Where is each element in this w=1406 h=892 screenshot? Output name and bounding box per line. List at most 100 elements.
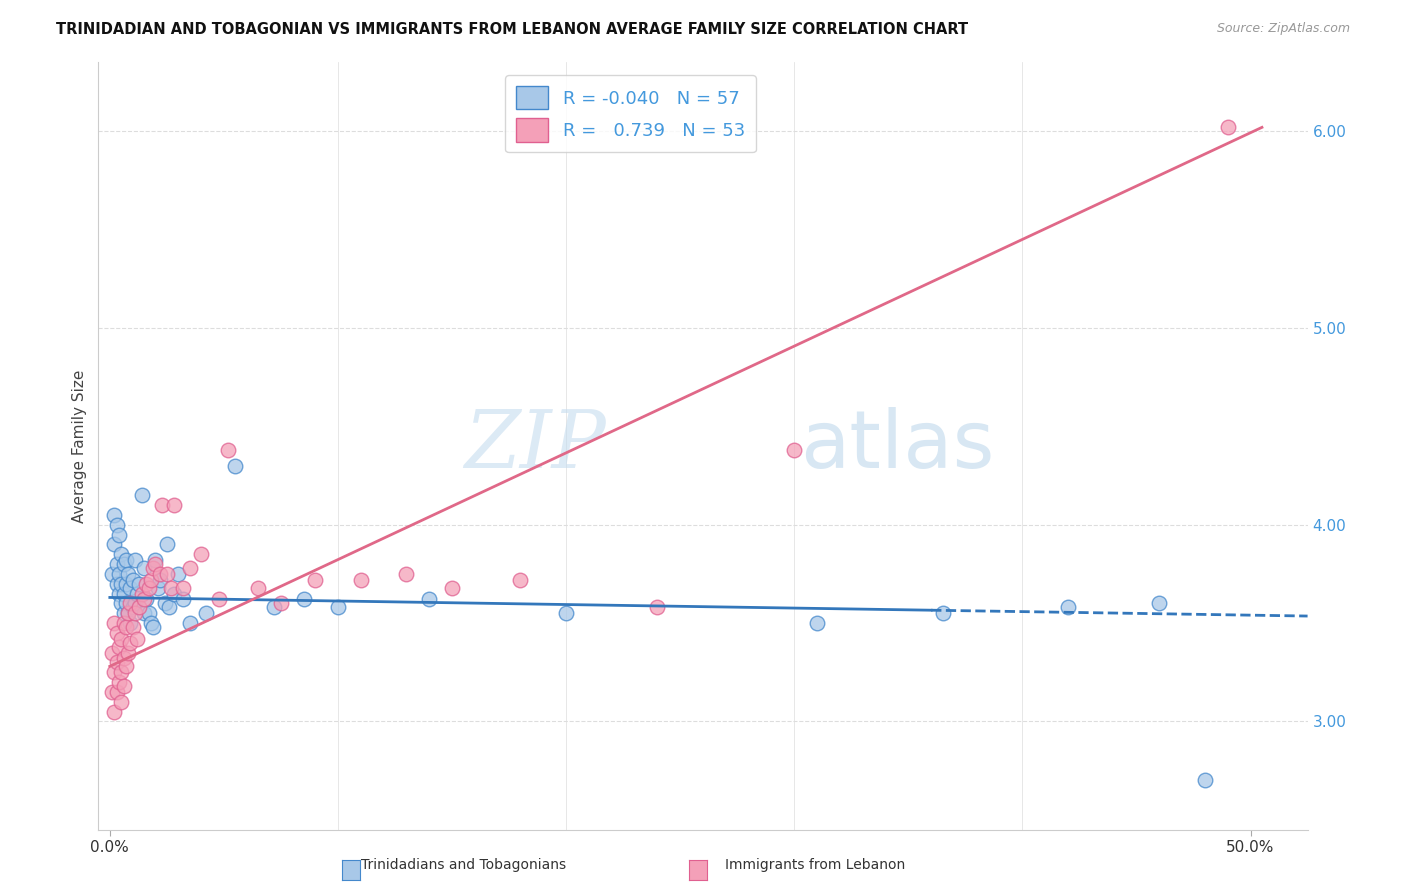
Point bbox=[110, 596, 132, 610]
Point bbox=[163, 498, 186, 512]
Point bbox=[149, 566, 172, 581]
Point bbox=[139, 615, 162, 630]
Point bbox=[105, 576, 128, 591]
Point bbox=[112, 557, 135, 571]
Point bbox=[783, 442, 806, 457]
Point bbox=[110, 665, 132, 680]
Point bbox=[145, 557, 167, 571]
Point bbox=[163, 586, 186, 600]
Point bbox=[156, 566, 179, 581]
Y-axis label: Average Family Size: Average Family Size bbox=[72, 369, 87, 523]
Point bbox=[114, 596, 136, 610]
Point bbox=[1149, 596, 1171, 610]
Point bbox=[103, 508, 125, 522]
Point bbox=[132, 561, 155, 575]
Legend: R = -0.040   N = 57, R =   0.739   N = 53: R = -0.040 N = 57, R = 0.739 N = 53 bbox=[505, 75, 756, 153]
Point bbox=[108, 586, 131, 600]
Text: Immigrants from Lebanon: Immigrants from Lebanon bbox=[725, 858, 905, 872]
Point bbox=[157, 600, 180, 615]
Point bbox=[105, 685, 128, 699]
Point bbox=[395, 566, 418, 581]
Point bbox=[114, 553, 136, 567]
Point bbox=[292, 592, 315, 607]
Point bbox=[131, 586, 153, 600]
Point bbox=[103, 705, 125, 719]
Point bbox=[120, 615, 142, 630]
Point bbox=[509, 573, 531, 587]
Point bbox=[1216, 120, 1239, 135]
Point bbox=[145, 553, 167, 567]
Point bbox=[120, 581, 142, 595]
Point bbox=[247, 581, 270, 595]
Point bbox=[117, 606, 139, 620]
Point bbox=[117, 566, 139, 581]
Point bbox=[179, 561, 201, 575]
Point bbox=[105, 557, 128, 571]
Point bbox=[135, 576, 157, 591]
Point bbox=[108, 566, 131, 581]
Point bbox=[146, 581, 169, 595]
Point bbox=[179, 615, 201, 630]
Point bbox=[121, 620, 143, 634]
Point bbox=[114, 576, 136, 591]
Point bbox=[217, 442, 239, 457]
Point bbox=[304, 573, 326, 587]
Text: Trinidadians and Tobagonians: Trinidadians and Tobagonians bbox=[361, 858, 567, 872]
Point bbox=[128, 576, 150, 591]
Point bbox=[124, 606, 146, 620]
Point bbox=[110, 632, 132, 646]
Point bbox=[132, 592, 155, 607]
Point bbox=[172, 592, 194, 607]
Point bbox=[555, 606, 578, 620]
Point bbox=[127, 586, 149, 600]
Point bbox=[150, 498, 173, 512]
Point bbox=[101, 646, 124, 660]
Point bbox=[1194, 773, 1216, 788]
Point bbox=[120, 596, 142, 610]
Point bbox=[167, 566, 190, 581]
Point bbox=[190, 547, 212, 561]
Point bbox=[139, 573, 162, 587]
Point bbox=[110, 695, 132, 709]
Point bbox=[108, 675, 131, 690]
Point bbox=[112, 606, 135, 620]
Point bbox=[124, 596, 146, 610]
Point bbox=[132, 606, 155, 620]
Text: Source: ZipAtlas.com: Source: ZipAtlas.com bbox=[1216, 22, 1350, 36]
Point bbox=[105, 517, 128, 532]
Point bbox=[418, 592, 440, 607]
Text: TRINIDADIAN AND TOBAGONIAN VS IMMIGRANTS FROM LEBANON AVERAGE FAMILY SIZE CORREL: TRINIDADIAN AND TOBAGONIAN VS IMMIGRANTS… bbox=[56, 22, 969, 37]
Point bbox=[103, 665, 125, 680]
Point bbox=[135, 592, 157, 607]
Point bbox=[326, 600, 349, 615]
Point bbox=[138, 606, 160, 620]
Point bbox=[270, 596, 292, 610]
Point bbox=[142, 620, 165, 634]
Text: atlas: atlas bbox=[800, 407, 994, 485]
Point bbox=[121, 600, 143, 615]
Point bbox=[105, 656, 128, 670]
Point bbox=[101, 685, 124, 699]
Point bbox=[208, 592, 231, 607]
Point bbox=[441, 581, 464, 595]
Point bbox=[194, 606, 217, 620]
Point bbox=[142, 561, 165, 575]
Point bbox=[263, 600, 285, 615]
Point bbox=[121, 573, 143, 587]
Point bbox=[153, 596, 176, 610]
Point bbox=[124, 553, 146, 567]
Point bbox=[224, 458, 246, 473]
Point bbox=[647, 600, 669, 615]
Point bbox=[108, 640, 131, 654]
Point bbox=[110, 547, 132, 561]
Point bbox=[110, 576, 132, 591]
Point bbox=[112, 679, 135, 693]
Point bbox=[108, 527, 131, 541]
Point bbox=[114, 620, 136, 634]
Point bbox=[101, 566, 124, 581]
Point bbox=[117, 646, 139, 660]
Point bbox=[114, 659, 136, 673]
Point bbox=[112, 586, 135, 600]
Point bbox=[131, 488, 153, 502]
Point bbox=[160, 581, 183, 595]
